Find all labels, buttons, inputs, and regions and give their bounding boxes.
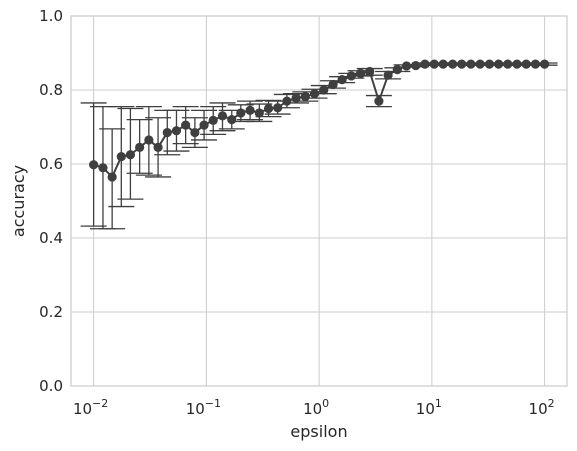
data-point	[448, 59, 458, 69]
y-tick-label: 0.8	[39, 81, 63, 99]
data-point	[263, 103, 274, 114]
x-tick-label: 10−1	[186, 397, 221, 418]
x-tick-exponent: −2	[92, 397, 108, 410]
data-point	[484, 59, 495, 69]
data-point	[512, 59, 522, 69]
data-point	[144, 135, 154, 145]
x-tick-exponent: 0	[322, 397, 329, 410]
data-point	[300, 92, 310, 102]
data-point	[291, 93, 301, 103]
data-point	[319, 85, 329, 95]
x-tick-base: 10	[416, 400, 435, 418]
grid-lines	[71, 15, 567, 387]
data-point	[199, 120, 209, 130]
x-tick-base: 10	[303, 400, 322, 418]
data-point	[503, 59, 513, 69]
y-tick-label: 0.6	[39, 155, 63, 173]
x-tick-exponent: −1	[205, 397, 221, 410]
data-point	[392, 65, 402, 75]
y-tick-labels: 0.0 0.2 0.4 0.6 0.8 1.0	[39, 7, 63, 395]
data-point	[328, 79, 338, 90]
x-tick-label: 102	[529, 397, 555, 418]
data-point	[98, 163, 108, 173]
y-tick-label: 0.4	[39, 229, 63, 247]
x-tick-base: 10	[186, 400, 205, 418]
x-tick-label: 10−2	[73, 397, 108, 418]
data-point	[236, 108, 246, 118]
data-point	[273, 103, 283, 113]
data-point	[282, 96, 292, 106]
x-axis-label: epsilon	[290, 422, 347, 441]
y-tick-label: 1.0	[39, 7, 63, 25]
data-point	[89, 160, 99, 170]
x-tick-label: 101	[416, 397, 442, 418]
data-point	[309, 89, 320, 99]
data-point	[355, 68, 366, 78]
data-point	[466, 59, 476, 69]
data-point	[171, 126, 182, 136]
data-point	[153, 142, 163, 152]
y-axis-label: accuracy	[9, 165, 28, 237]
data-point	[438, 59, 448, 69]
data-point	[162, 127, 172, 138]
x-tick-base: 10	[73, 400, 92, 418]
data-point	[337, 75, 347, 85]
x-tick-exponent: 1	[435, 397, 442, 410]
data-point	[494, 59, 504, 69]
x-tick-exponent: 2	[548, 397, 555, 410]
data-point	[374, 96, 384, 106]
plot-frame	[70, 15, 568, 387]
data-point	[365, 66, 375, 77]
data-point	[411, 60, 421, 71]
data-point	[135, 142, 145, 152]
x-tick-base: 10	[529, 400, 548, 418]
data-point	[457, 59, 467, 69]
data-point	[245, 105, 255, 115]
data-point	[383, 70, 393, 80]
y-tick-label: 0.0	[39, 377, 63, 395]
data-point	[475, 59, 485, 69]
data-point	[116, 152, 126, 162]
data-point	[125, 150, 136, 160]
data-point	[107, 172, 117, 182]
y-tick-label: 0.2	[39, 303, 63, 321]
data-point	[190, 127, 200, 138]
data-point	[420, 59, 430, 69]
data-point	[521, 59, 531, 69]
data-point	[530, 59, 541, 69]
data-point	[401, 61, 412, 71]
data-points	[89, 59, 550, 182]
x-tick-label: 100	[303, 397, 329, 418]
data-point	[540, 59, 550, 69]
x-tick-labels: 10−2 10−1 100 101 102	[73, 397, 555, 418]
data-point	[429, 59, 439, 69]
data-point	[227, 115, 237, 125]
data-point	[217, 111, 228, 121]
data-point	[346, 71, 356, 81]
data-point	[208, 115, 218, 125]
data-point	[254, 108, 264, 118]
data-point	[181, 120, 191, 130]
